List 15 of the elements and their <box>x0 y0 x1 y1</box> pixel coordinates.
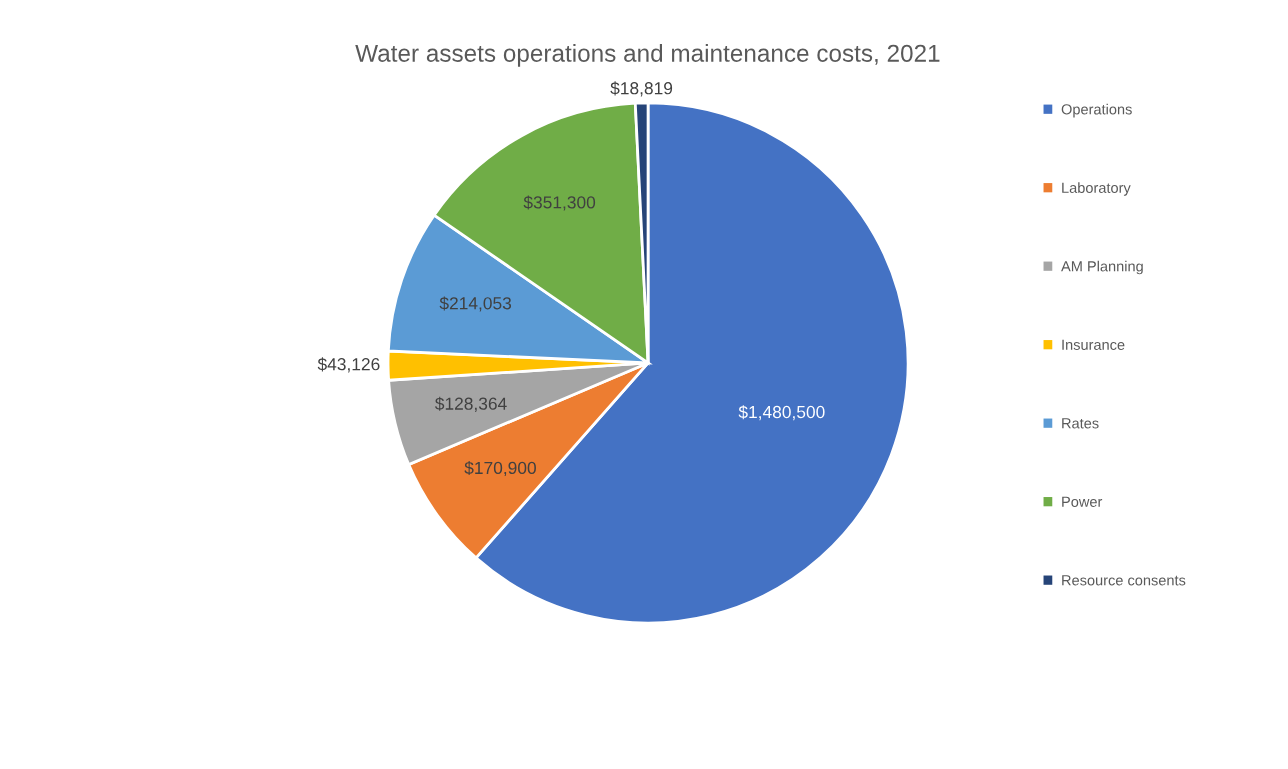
data-label: $351,300 <box>523 195 596 211</box>
data-label: $43,126 <box>317 357 380 373</box>
chart-title: Water assets operations and maintenance costs, 2021 <box>355 44 940 67</box>
data-label: $214,053 <box>439 296 512 312</box>
data-label: $128,364 <box>435 396 507 412</box>
legend-label: Rates <box>1062 418 1099 429</box>
legend-label: Operations <box>1061 103 1132 118</box>
legend-label: Power <box>1062 496 1103 507</box>
data-label: $18,819 <box>610 81 673 97</box>
data-label: $170,900 <box>464 461 536 477</box>
legend-label: AM Planning <box>1061 260 1143 275</box>
legend-label: Insurance <box>1062 339 1125 350</box>
data-label: $1,480,500 <box>738 405 825 421</box>
legend-label: Resource consents <box>1062 575 1186 586</box>
legend-label: Laboratory <box>1062 182 1131 196</box>
